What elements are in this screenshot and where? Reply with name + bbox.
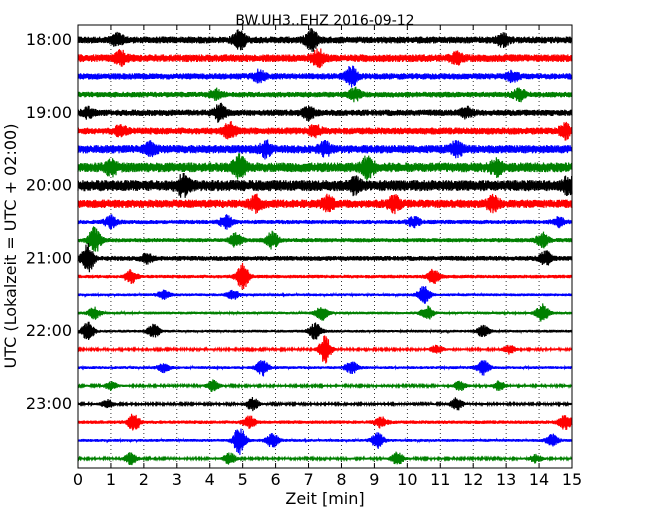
x-axis-label: Zeit [min]: [285, 489, 364, 508]
seismogram-trace: [77, 303, 573, 322]
seismogram-trace: [77, 172, 573, 198]
seismogram-trace: [77, 214, 573, 230]
seismogram-trace: [77, 102, 573, 123]
seismogram-trace: [77, 321, 573, 340]
x-tick-label: 8: [336, 470, 346, 489]
seismogram-trace: [77, 28, 573, 52]
x-tick-label: 4: [205, 470, 215, 489]
seismogram-trace: [77, 193, 573, 215]
x-tick-label: 12: [463, 470, 483, 489]
x-tick-label: 11: [430, 470, 450, 489]
axis-ticks: 0 1 2 3 4 5 6 7 8 9 10 11 12 13 14 1518:0019:0020:0021:…: [26, 25, 582, 489]
x-tick-label: 13: [496, 470, 516, 489]
seismogram-trace: [77, 226, 573, 252]
seismogram-trace: [77, 139, 573, 160]
y-tick-label: 18:00: [26, 30, 72, 49]
chart-title: BW.UH3..EHZ 2016-09-12: [235, 13, 414, 29]
x-tick-label: 7: [303, 470, 313, 489]
x-tick-label: 14: [529, 470, 549, 489]
seismogram-trace: [77, 48, 573, 69]
y-tick-label: 22:00: [26, 321, 72, 340]
seismogram-trace: [77, 428, 573, 455]
x-tick-label: 15: [562, 470, 582, 489]
x-tick-label: 6: [271, 470, 281, 489]
seismogram-trace: [77, 153, 573, 181]
x-tick-label: 0: [73, 470, 83, 489]
seismogram-trace: [77, 360, 573, 377]
plot-frame: [77, 24, 573, 469]
x-tick-label: 2: [139, 470, 149, 489]
seismogram-trace: [77, 286, 573, 304]
y-axis-label: UTC (Lokalzeit = UTC + 02:00): [1, 124, 20, 369]
seismogram-traces: [77, 28, 573, 466]
x-tick-label: 1: [106, 470, 116, 489]
seismogram-trace: [77, 451, 573, 466]
seismogram-trace: [77, 65, 573, 88]
y-tick-label: 23:00: [26, 394, 72, 413]
y-tick-label: 21:00: [26, 248, 72, 267]
seismogram-trace: [77, 396, 573, 412]
seismogram-trace: [77, 262, 573, 290]
seismogram-trace: [77, 86, 573, 103]
x-tick-label: 3: [172, 470, 182, 489]
x-tick-label: 5: [238, 470, 248, 489]
seismogram-trace: [77, 243, 573, 273]
y-tick-label: 19:00: [26, 103, 72, 122]
y-tick-label: 20:00: [26, 176, 72, 195]
seismogram-trace: [77, 379, 573, 392]
seismogram-trace: [77, 413, 573, 431]
x-tick-label: 10: [397, 470, 417, 489]
x-tick-label: 9: [369, 470, 379, 489]
seismogram-trace: [77, 335, 573, 364]
seismogram-trace: [77, 120, 573, 141]
